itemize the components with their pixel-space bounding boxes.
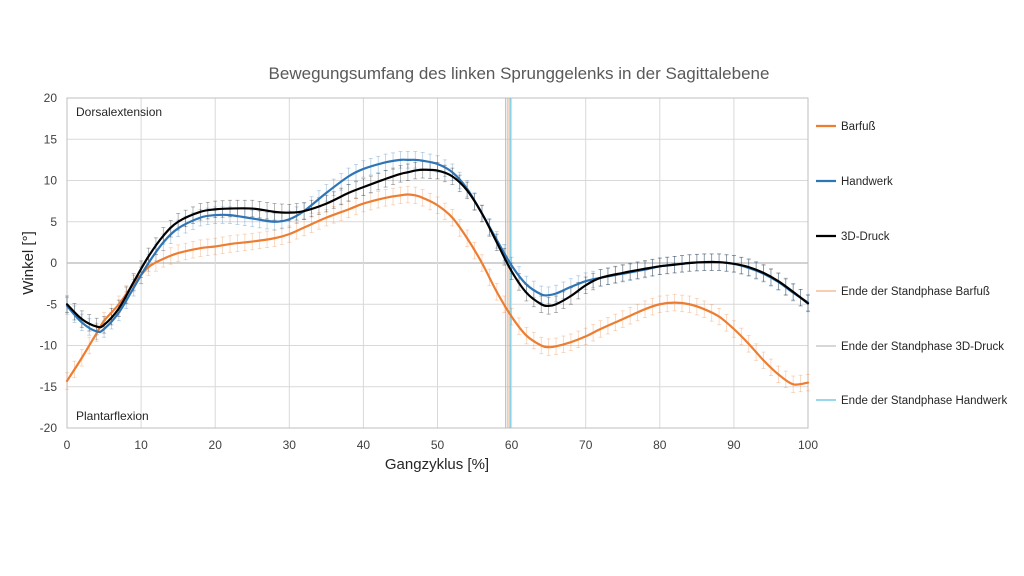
y-axis-label: Winkel [°]	[20, 231, 37, 295]
legend-label: Handwerk	[841, 176, 893, 188]
x-tick-label: 30	[283, 438, 297, 452]
y-tick-label: -20	[40, 421, 58, 435]
grid	[66, 97, 809, 429]
x-tick-label: 80	[653, 438, 667, 452]
series-line-0	[65, 193, 810, 386]
y-tick-label: 15	[44, 132, 58, 146]
x-tick-label: 90	[727, 438, 741, 452]
y-tick-label: 10	[44, 174, 58, 188]
legend-label: 3D-Druck	[841, 231, 890, 243]
legend-label: Barfuß	[841, 121, 876, 133]
x-tick-label: 70	[579, 438, 593, 452]
annotation-plantarflexion: Plantarflexion	[76, 409, 149, 423]
legend: Barfuß Handwerk 3D-Druck Ende der Standphas…	[816, 121, 1007, 407]
x-tick-label: 50	[431, 438, 445, 452]
y-tick-label: -15	[40, 380, 58, 394]
series-line-2	[65, 168, 810, 329]
legend-label: Ende der Standphase Handwerk	[841, 395, 1007, 407]
y-tick-label: 5	[50, 215, 57, 229]
legend-label: Ende der Standphase Barfuß	[841, 286, 990, 298]
x-tick-label: 60	[505, 438, 519, 452]
y-tick-label: 20	[44, 91, 58, 105]
axes	[66, 97, 809, 429]
chart-title: Bewegungsumfang des linken Sprunggelenks…	[269, 64, 770, 83]
y-tick-label: -10	[40, 339, 58, 353]
x-tick-label: 10	[134, 438, 148, 452]
x-tick-label: 20	[209, 438, 223, 452]
x-tick-label: 0	[64, 438, 71, 452]
x-tick-label: 40	[357, 438, 371, 452]
y-tick-label: -5	[46, 297, 57, 311]
text-labels: Bewegungsumfang des linken Sprunggelenks…	[20, 64, 818, 473]
series-lines	[65, 158, 810, 386]
y-tick-label: 0	[50, 256, 57, 270]
legend-label: Ende der Standphase 3D-Druck	[841, 341, 1004, 353]
x-axis-label: Gangzyklus [%]	[385, 456, 489, 473]
annotation-dorsalextension: Dorsalextension	[76, 105, 162, 119]
plot-area-border	[66, 97, 809, 429]
x-tick-label: 100	[798, 438, 818, 452]
